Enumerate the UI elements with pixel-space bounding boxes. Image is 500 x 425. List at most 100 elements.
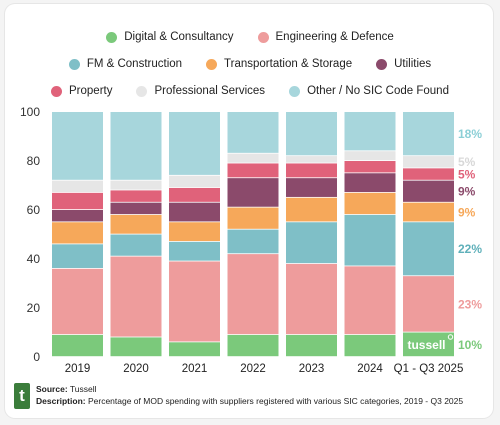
end-value-label: 9%	[458, 185, 476, 199]
bar-segment	[110, 190, 162, 202]
bar-segment	[169, 241, 220, 261]
end-value-label: 5%	[458, 167, 476, 181]
bar-segment	[286, 197, 337, 222]
source-label: Source:	[36, 384, 68, 394]
bar-segment	[110, 337, 162, 357]
legend-item: Digital & Consultancy	[106, 31, 234, 43]
bar-segment	[344, 214, 396, 266]
bar-segment	[227, 229, 279, 254]
bar-segment	[344, 161, 396, 173]
bar-segment	[227, 153, 279, 163]
legend-swatch	[136, 85, 148, 97]
bar-segment	[110, 112, 162, 180]
x-tick-label: 2020	[123, 363, 149, 375]
bar-segment	[286, 163, 337, 178]
footer-text: Source: Tussell Description: Percentage …	[36, 383, 463, 409]
bar-segment	[403, 202, 454, 222]
bar-segment	[286, 112, 337, 156]
end-value-label: 23%	[458, 297, 482, 311]
bar-segment	[52, 244, 103, 268]
description-value: Percentage of MOD spending with supplier…	[87, 396, 464, 406]
bar-segment	[227, 163, 279, 178]
bar-segment	[286, 156, 337, 163]
legend-swatch	[376, 58, 388, 70]
tussell-watermark: tussell	[407, 338, 445, 352]
bar-segment	[286, 263, 337, 335]
bar-segment	[227, 254, 279, 335]
y-tick-label: 0	[33, 350, 40, 364]
legend-item: Professional Services	[136, 85, 265, 97]
bar-segment	[344, 151, 396, 161]
end-value-label: 22%	[458, 242, 482, 256]
end-value-label: 9%	[458, 205, 476, 219]
bar-segment	[110, 214, 162, 234]
bar-segment	[52, 268, 103, 335]
description-line: Description: Percentage of MOD spending …	[36, 395, 463, 407]
y-tick-label: 100	[20, 105, 40, 119]
bar-segment	[227, 178, 279, 207]
x-tick-label: 2022	[240, 363, 266, 375]
legend-label: Transportation & Storage	[224, 58, 353, 70]
bar-segment	[403, 168, 454, 180]
bar-segment	[52, 334, 103, 357]
tussell-logo-icon: t	[14, 383, 30, 409]
bar-segment	[344, 192, 396, 215]
bar-segment	[52, 112, 103, 180]
bar-segment	[403, 222, 454, 276]
legend-row: Property Professional Services Other / No …	[0, 85, 500, 97]
bar-segment	[344, 173, 396, 193]
legend-label: Utilities	[394, 58, 432, 70]
legend-label: FM & Construction	[86, 58, 183, 70]
source-line: Source: Tussell	[36, 383, 463, 395]
bar-segment	[169, 202, 220, 222]
x-tick-label: 2019	[65, 363, 91, 375]
bar-segment	[286, 334, 337, 357]
x-tick-label: 2023	[299, 363, 325, 375]
y-tick-label: 40	[27, 252, 41, 266]
legend-label: Digital & Consultancy	[124, 31, 234, 43]
end-value-label: 10%	[458, 338, 482, 352]
legend-swatch	[68, 58, 80, 70]
bar-segment	[403, 180, 454, 202]
end-value-label: 18%	[458, 127, 482, 141]
y-tick-label: 60	[27, 203, 41, 217]
bar-segment	[110, 234, 162, 256]
bar-segment	[403, 276, 454, 332]
legend-row: FM & Construction Transportation & Storag…	[0, 58, 500, 70]
legend-label: Property	[69, 85, 113, 97]
bar-segment	[110, 180, 162, 190]
y-tick-label: 20	[27, 301, 41, 315]
bar-segment	[227, 112, 279, 153]
legend-item: Utilities	[376, 58, 431, 70]
legend-item: FM & Construction	[68, 58, 183, 70]
bar-segment	[169, 261, 220, 342]
bar-segment	[403, 112, 454, 156]
x-tick-label: Q1 - Q3 2025	[394, 363, 464, 375]
bar-segment	[227, 334, 279, 357]
bar-segment	[344, 334, 396, 357]
bar-segment	[110, 202, 162, 215]
legend-label: Other / No SIC Code Found	[307, 85, 449, 97]
legend-row: Digital & Consultancy Engineering & Defen…	[0, 31, 500, 43]
bar-segment	[169, 187, 220, 202]
legend-swatch	[289, 85, 301, 97]
bar-segment	[227, 207, 279, 229]
x-tick-label: 2024	[357, 363, 383, 375]
watermark-dot-icon	[447, 334, 454, 340]
bar-segment	[52, 222, 103, 244]
legend-item: Engineering & Defence	[257, 31, 394, 43]
legend-swatch	[106, 31, 118, 43]
bar-segment	[344, 266, 396, 335]
bar-segment	[52, 192, 103, 210]
bar-segment	[52, 210, 103, 222]
bar-segment	[403, 332, 454, 357]
legend-label: Engineering & Defence	[275, 31, 394, 43]
description-label: Description:	[36, 396, 86, 406]
legend-swatch	[51, 85, 63, 97]
bar-segment	[52, 180, 103, 193]
x-tick-label: 2021	[182, 363, 208, 375]
bar-segment	[169, 222, 220, 242]
bar-segment	[403, 156, 454, 168]
bar-segment	[169, 342, 220, 357]
